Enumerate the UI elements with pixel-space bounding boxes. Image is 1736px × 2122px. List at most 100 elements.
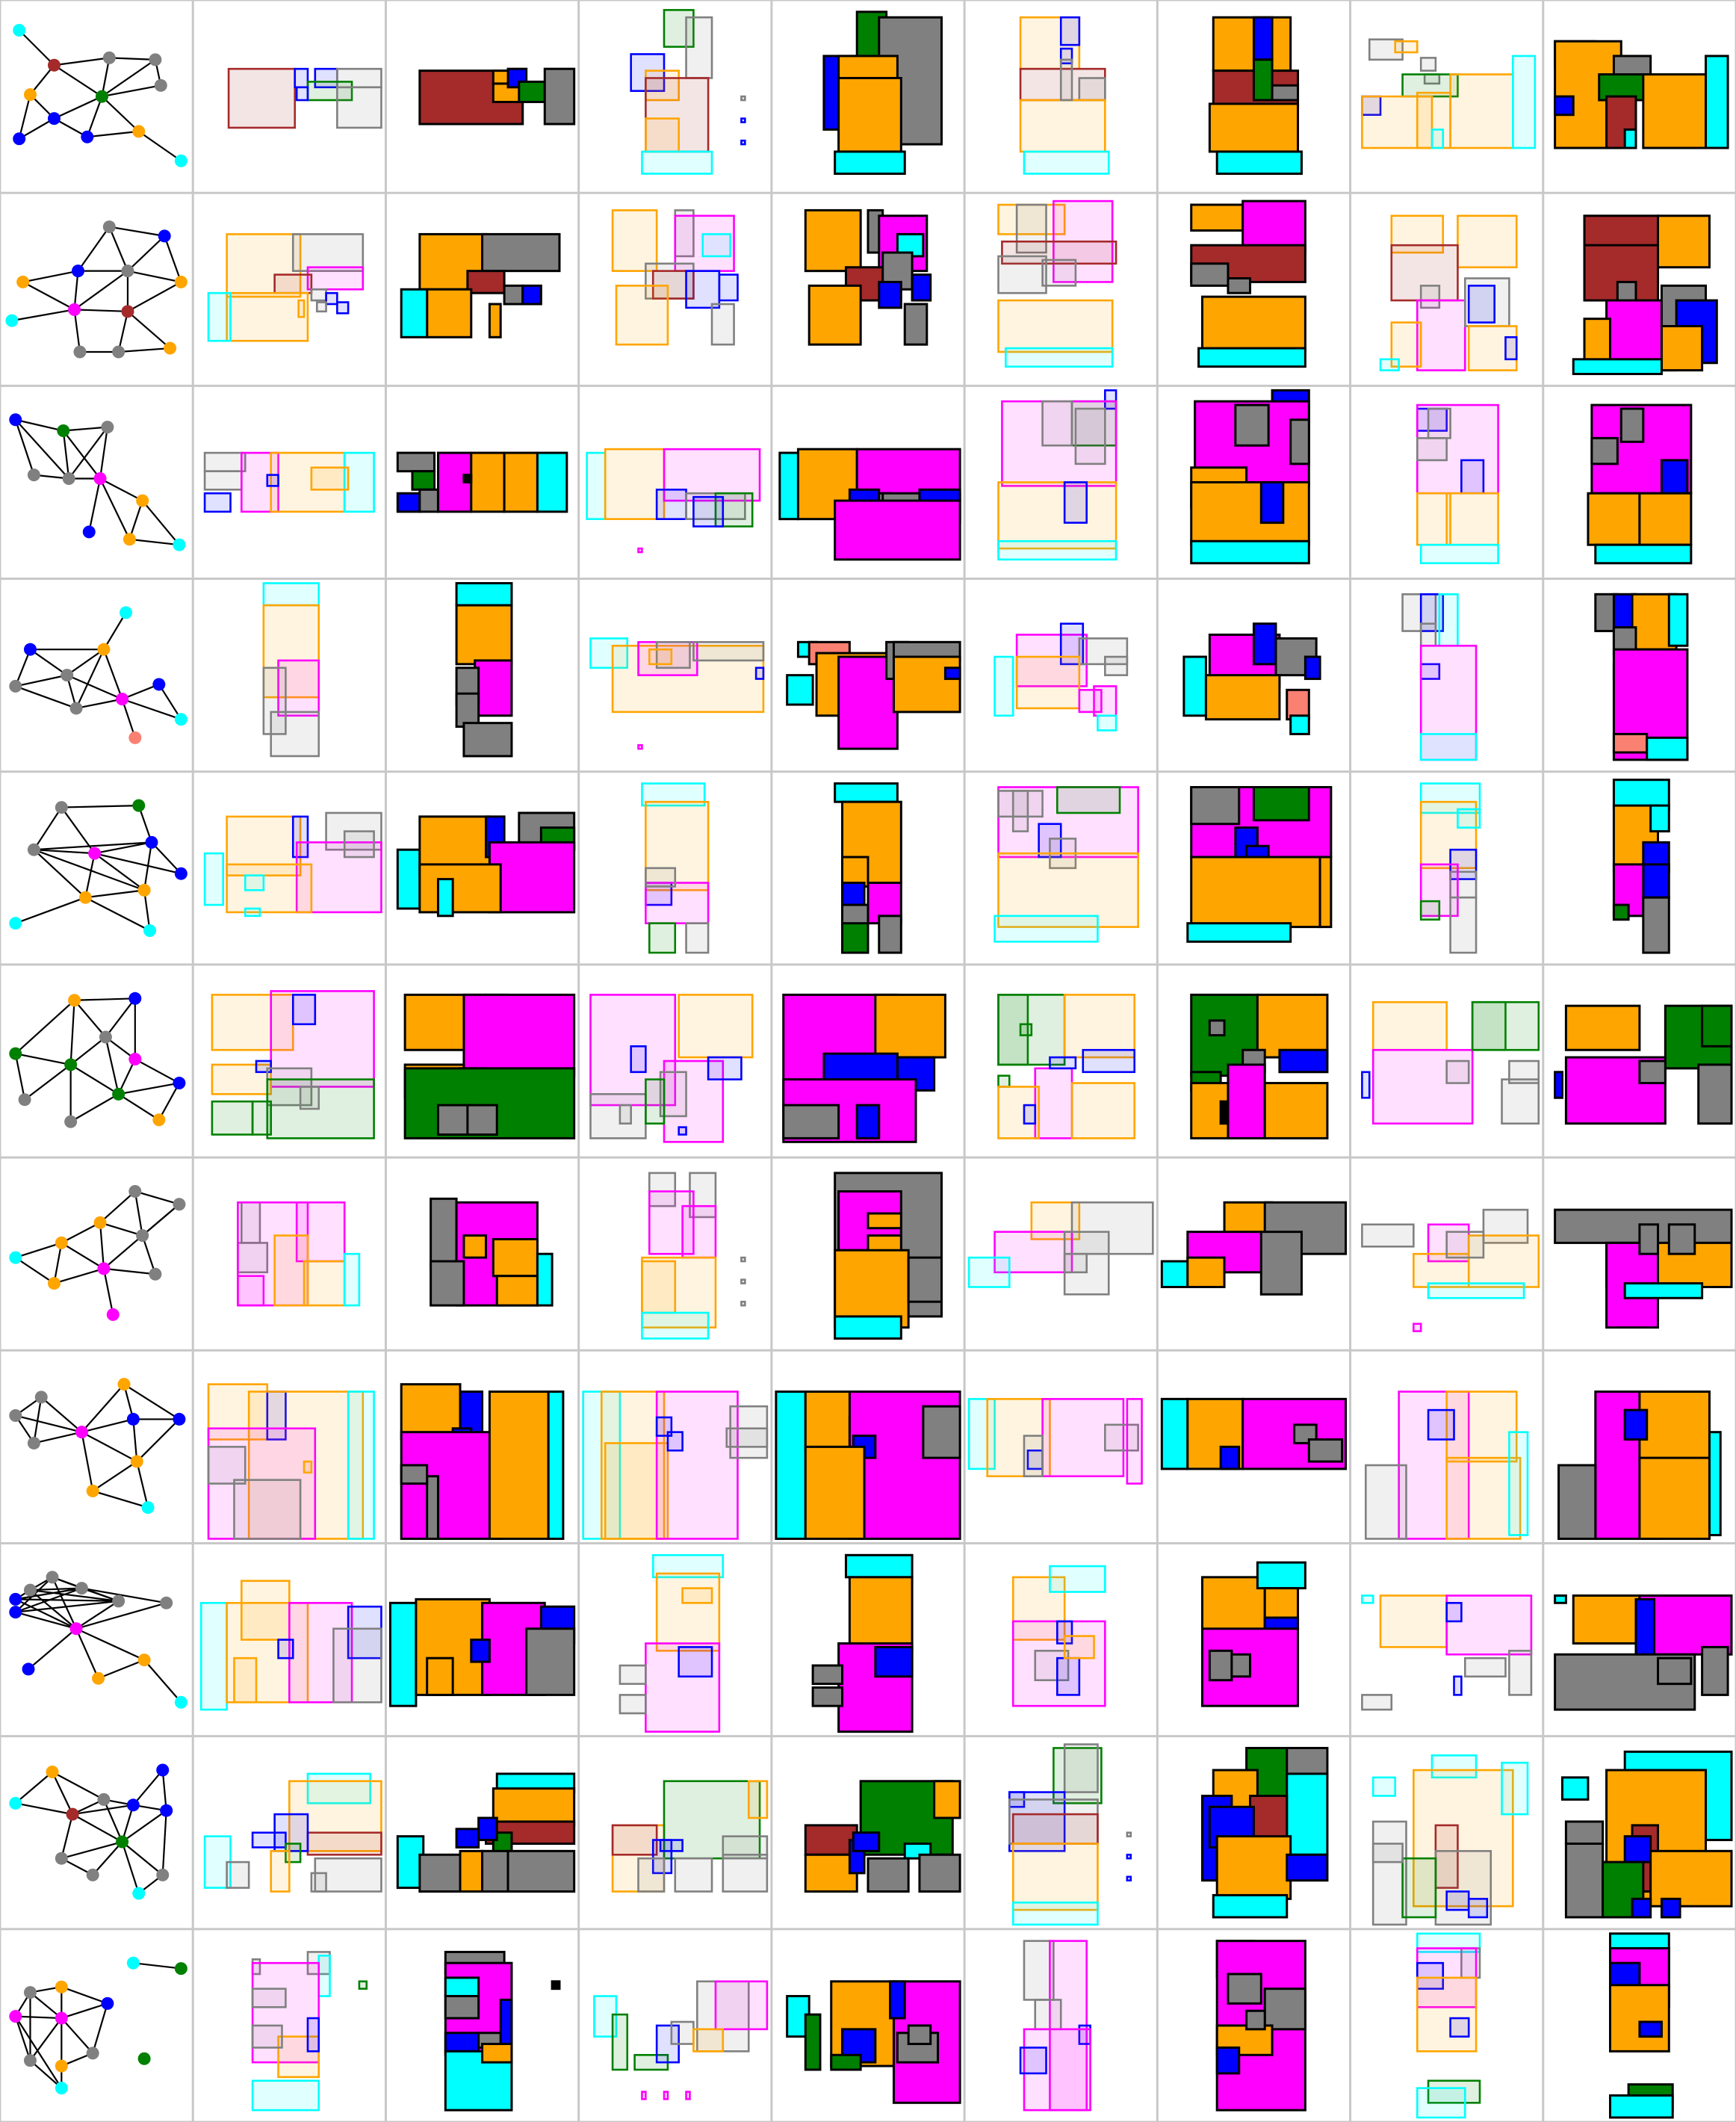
room-green-outline: [251, 1100, 273, 1136]
room-gray-outline: [203, 451, 247, 472]
room-orange-outline: [1390, 321, 1422, 368]
graph-node-blue: [173, 1077, 186, 1090]
room-brown-outline: [1011, 1813, 1099, 1845]
room-gray-outline: [619, 1694, 647, 1715]
graph-node-magenta: [68, 303, 81, 316]
room-orange-outline: [1416, 492, 1451, 546]
room-cyan-filled: [1182, 655, 1207, 717]
room-blue-filled: [1631, 1897, 1652, 1919]
cell-r2-c2: [192, 192, 386, 386]
cell-frame: [578, 0, 772, 194]
cell-r5-c4: [578, 771, 772, 965]
cell-r6-c5: [771, 964, 965, 1158]
cell-r1-c8: [1350, 0, 1544, 194]
room-orange-filled: [1263, 1082, 1329, 1139]
room-cyan-outline: [993, 915, 1099, 943]
cell-r1-c1: [0, 0, 193, 194]
graph-node-blue: [126, 1798, 140, 1812]
cell-r6-c6: [964, 964, 1158, 1158]
room-orange-filled: [418, 863, 502, 914]
graph-edge: [15, 1257, 55, 1284]
cell-frame: [0, 964, 193, 1158]
room-blue-filled: [1554, 1071, 1563, 1099]
room-magenta-outline: [1078, 689, 1103, 714]
graph-edge: [74, 309, 128, 312]
room-orange-outline: [1063, 1635, 1095, 1659]
cell-r4-c7: [1156, 578, 1351, 773]
room-green-outline: [663, 9, 695, 48]
cell-r8-c7: [1156, 1349, 1351, 1544]
cell-frame: [1350, 578, 1544, 773]
room-cyan-outline: [589, 637, 629, 669]
room-green-outline: [714, 492, 754, 528]
room-blue-outline: [1460, 459, 1485, 495]
room-gray-filled: [481, 1849, 509, 1893]
graph-edge: [61, 1242, 105, 1269]
room-gray-outline: [1445, 1231, 1485, 1259]
room-cyan-filled: [455, 582, 513, 607]
graph-edge: [14, 649, 31, 687]
room-cyan-filled: [1608, 2094, 1674, 2119]
graph-edge: [18, 29, 55, 66]
graph-edge: [54, 57, 110, 66]
graph-node-green: [112, 1087, 125, 1101]
room-cyan-outline: [262, 582, 320, 607]
room-magenta-outline: [645, 882, 710, 924]
graph-edge: [15, 897, 86, 924]
graph-node-gray: [86, 2047, 99, 2060]
graph-edge: [134, 1058, 180, 1084]
room-orange-filled: [1256, 993, 1329, 1059]
graph-node-gray: [173, 1198, 186, 1211]
cell-frame: [192, 964, 386, 1158]
graph-node-blue: [145, 835, 158, 849]
cell-r6-c9: [1543, 964, 1736, 1158]
graph-node-cyan: [143, 924, 157, 938]
graph-edge: [86, 96, 103, 137]
graph-node-green: [116, 1835, 129, 1849]
room-gray-outline: [226, 1860, 250, 1889]
graph-node-gray: [73, 345, 87, 359]
room-gray-outline: [343, 830, 375, 859]
graph-node-magenta: [9, 2010, 22, 2023]
graph-edge: [75, 1602, 167, 1630]
cell-r11-c6: [964, 1928, 1158, 2122]
graph-node-gray: [27, 468, 40, 482]
graph-edge: [29, 2059, 63, 2089]
graph-node-gray: [156, 1868, 170, 1881]
room-blue-filled: [911, 273, 932, 302]
room-cyan-outline: [1512, 55, 1537, 149]
room-cyan-filled: [834, 150, 906, 175]
cell-r10-c4: [578, 1736, 772, 1930]
room-gray-outline: [1508, 1060, 1540, 1084]
room-orange-filled: [1201, 1576, 1266, 1638]
room-orange-filled: [1638, 1456, 1711, 1540]
room-gray-outline: [299, 1086, 320, 1110]
graph-node-cyan: [126, 1956, 140, 1970]
graph-node-gray: [9, 679, 22, 693]
room-gray-outline: [1063, 1252, 1088, 1274]
room-gray-outline: [1419, 622, 1437, 647]
room-cyan-outline: [1419, 782, 1481, 814]
room-magenta-outline: [655, 1391, 739, 1540]
graph-node-blue: [128, 992, 142, 1005]
room-green-outline: [306, 81, 353, 102]
room-magenta-outline: [648, 1190, 695, 1255]
graph-node-blue: [82, 525, 96, 539]
cell-r8-c3: [385, 1349, 580, 1544]
graph-edge: [132, 1769, 164, 1806]
graph-edge: [134, 1190, 180, 1205]
room-blue-outline: [291, 994, 317, 1026]
room-gray-outline: [233, 1479, 302, 1540]
room-gray-outline: [1063, 1743, 1099, 1793]
room-blue-outline: [1049, 1056, 1077, 1070]
room-gray-outline: [725, 1427, 769, 1448]
room-gray-filled: [1230, 1653, 1252, 1678]
room-blue-outline: [1059, 16, 1081, 46]
room-cyan-filled: [1623, 128, 1637, 149]
room-green-outline: [997, 994, 1029, 1066]
graph-edge: [143, 890, 151, 931]
room-orange-filled: [1564, 1004, 1641, 1051]
graph-node-blue: [9, 413, 22, 427]
room-cyan-filled: [396, 848, 421, 910]
room-orange-filled: [892, 655, 961, 714]
